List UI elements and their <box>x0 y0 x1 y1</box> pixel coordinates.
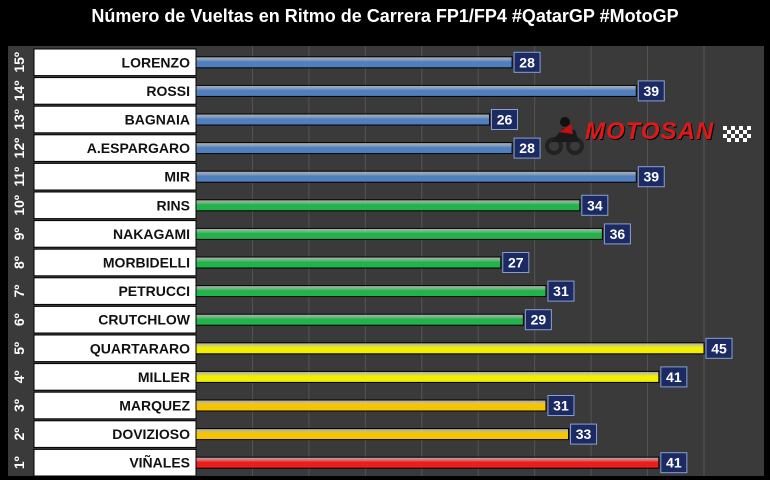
rider-label-cell <box>33 248 197 277</box>
motorcycle-icon <box>545 117 584 155</box>
bar <box>195 313 524 326</box>
rider-label-cell <box>33 48 197 77</box>
bar <box>195 113 491 126</box>
value-label: 31 <box>553 398 569 414</box>
rider-label: RINS <box>157 197 190 213</box>
value-label-box <box>603 223 631 245</box>
value-label: 28 <box>519 54 535 70</box>
value-label: 28 <box>519 140 535 156</box>
bar <box>195 199 581 212</box>
position-label: 4º <box>11 370 27 383</box>
rider-label: A.ESPARGARO <box>87 140 190 156</box>
rider-label-cell <box>33 220 197 248</box>
position-label: 11º <box>11 167 27 187</box>
value-label-box <box>513 51 541 73</box>
rider-label-cell <box>33 305 197 334</box>
value-label: 31 <box>553 283 569 299</box>
rider-label: QUARTARARO <box>90 340 190 356</box>
position-label: 5º <box>11 342 27 355</box>
value-label: 39 <box>643 83 659 99</box>
position-label: 7º <box>11 285 27 298</box>
value-label: 29 <box>531 312 547 328</box>
value-label-box <box>581 194 609 216</box>
rider-label-cell <box>33 420 197 448</box>
bar <box>195 170 637 183</box>
value-label-box <box>705 337 733 359</box>
bar <box>195 428 570 441</box>
value-label: 34 <box>587 197 603 213</box>
rider-label-cell <box>33 162 197 191</box>
rider-label: PETRUCCI <box>118 283 190 299</box>
position-label: 8º <box>11 256 27 269</box>
bar <box>195 56 513 69</box>
rider-label-cell <box>33 191 197 220</box>
rider-label: NAKAGAMI <box>113 226 190 242</box>
bar <box>195 256 502 269</box>
rider-label: BAGNAIA <box>125 112 190 128</box>
bar <box>195 399 547 412</box>
rider-label-cell <box>33 134 197 162</box>
rider-label-cell <box>33 448 197 477</box>
motosan-logo: MOTOSAN <box>545 112 755 156</box>
position-label: 15º <box>11 52 27 73</box>
rider-label: MARQUEZ <box>119 398 190 414</box>
value-label: 39 <box>643 169 659 185</box>
value-label: 41 <box>666 369 682 385</box>
value-label-box <box>502 252 530 273</box>
rider-label: DOVIZIOSO <box>112 426 190 442</box>
position-label: 9º <box>11 227 27 240</box>
rider-label: LORENZO <box>122 54 191 70</box>
logo-text: MOTOSAN <box>585 118 715 145</box>
value-label: 33 <box>576 426 592 442</box>
value-label-box <box>547 280 575 302</box>
value-label-box <box>637 80 665 102</box>
position-label: 13º <box>11 109 27 130</box>
rider-label: VIÑALES <box>129 454 190 471</box>
value-label-box <box>570 423 598 445</box>
value-label-box <box>524 309 552 331</box>
position-label: 6º <box>11 313 27 326</box>
rider-label: MIR <box>164 169 190 185</box>
value-label-box <box>491 109 519 130</box>
bar <box>195 370 660 383</box>
value-label-box <box>660 366 688 388</box>
value-label: 36 <box>610 226 626 242</box>
bar <box>195 142 513 155</box>
bar <box>195 84 637 97</box>
bar <box>195 227 603 240</box>
position-label: 2º <box>11 428 27 441</box>
bar <box>195 285 547 298</box>
rider-label-cell <box>33 363 197 391</box>
value-label-box <box>660 452 688 474</box>
rider-label-cell <box>33 105 197 134</box>
bar <box>195 456 660 469</box>
value-label: 45 <box>711 340 727 356</box>
rider-label: CRUTCHLOW <box>98 312 191 328</box>
position-label: 3º <box>11 399 27 412</box>
position-label: 1º <box>11 456 27 469</box>
rider-label: ROSSI <box>146 83 190 99</box>
value-label: 27 <box>508 255 524 271</box>
rider-label: MILLER <box>138 369 190 385</box>
position-label: 12º <box>11 138 27 159</box>
value-label: 41 <box>666 455 682 471</box>
rider-label-cell <box>33 334 197 363</box>
rider-label-cell <box>33 277 197 305</box>
value-label-box <box>547 395 575 416</box>
checkered-flag-icon <box>723 126 751 142</box>
chart-title: Número de Vueltas en Ritmo de Carrera FP… <box>91 6 679 26</box>
position-label: 10º <box>11 195 27 216</box>
value-label-box <box>513 137 541 159</box>
position-label: 14º <box>11 81 27 102</box>
value-label: 26 <box>497 112 513 128</box>
bar <box>195 342 705 355</box>
rider-label: MORBIDELLI <box>103 255 190 271</box>
rider-label-cell <box>33 391 197 420</box>
value-label-box <box>637 166 665 188</box>
